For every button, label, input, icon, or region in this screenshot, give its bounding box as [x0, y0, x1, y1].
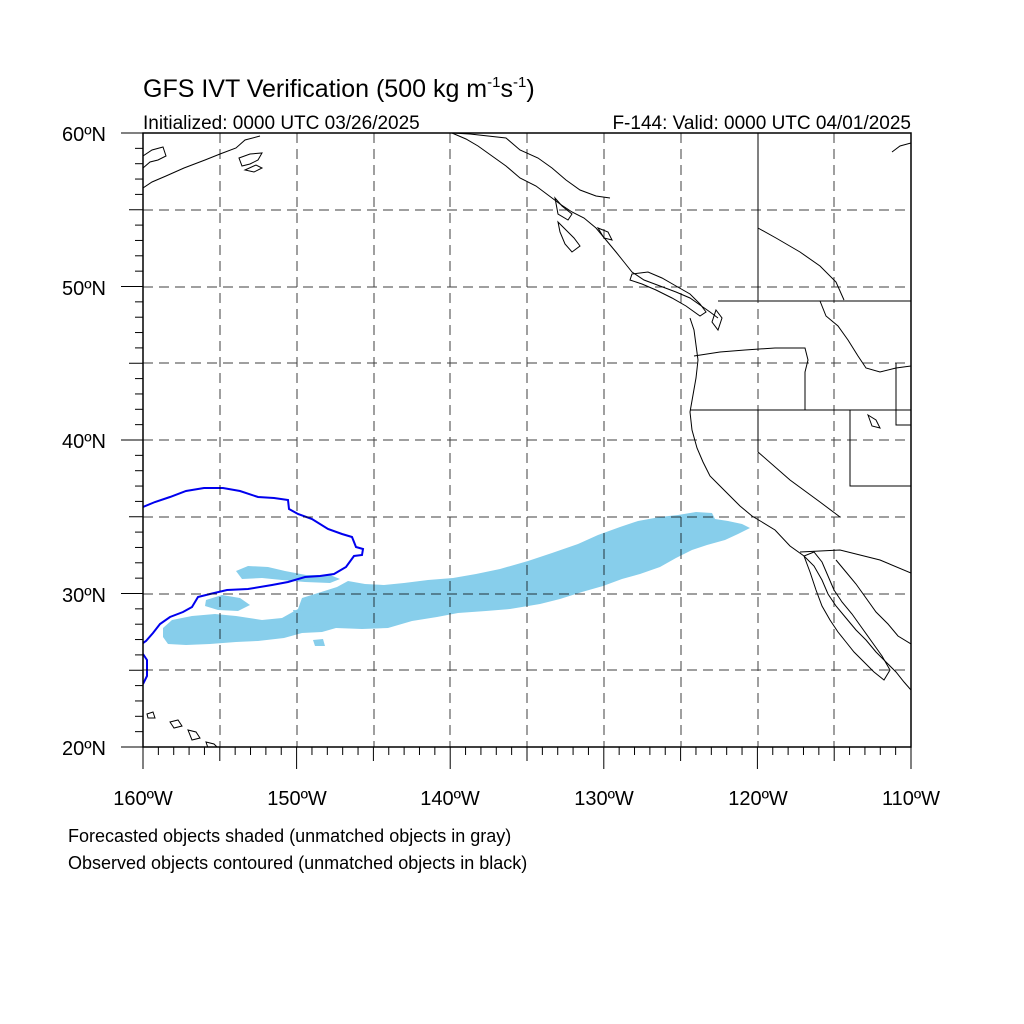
lat-label-20n: 20ºN — [62, 738, 106, 760]
lon-label-120w: 120ºW — [728, 788, 788, 810]
lon-label-150w: 150ºW — [267, 788, 327, 810]
lat-label-40n: 40ºN — [62, 431, 106, 453]
lon-label-110w: 110ºW — [882, 788, 940, 810]
lon-label-130w: 130ºW — [574, 788, 634, 810]
longitude-labels: 160ºW 150ºW 140ºW 130ºW 120ºW 110ºW — [113, 788, 940, 810]
coastlines — [143, 133, 911, 747]
lat-label-30n: 30ºN — [62, 585, 106, 607]
legend-forecast-note: Forecasted objects shaded (unmatched obj… — [68, 826, 511, 846]
axis-ticks — [121, 132, 912, 769]
observed-ivt-contour — [143, 487, 365, 685]
initialized-label: Initialized: 0000 UTC 03/26/2025 — [143, 113, 420, 134]
lat-lon-grid — [143, 133, 911, 747]
latitude-labels: 60ºN 50ºN 40ºN 30ºN 20ºN — [62, 124, 106, 760]
lat-label-60n: 60ºN — [62, 124, 106, 146]
valid-label: F-144: Valid: 0000 UTC 04/01/2025 — [612, 113, 911, 134]
lat-label-50n: 50ºN — [62, 278, 106, 300]
figure-title: GFS IVT Verification (500 kg m-1s-1) — [143, 74, 535, 103]
lon-label-160w: 160ºW — [113, 788, 173, 810]
forecast-ivt-object — [163, 512, 750, 646]
legend-observed-note: Observed objects contoured (unmatched ob… — [68, 853, 527, 873]
lon-label-140w: 140ºW — [420, 788, 480, 810]
